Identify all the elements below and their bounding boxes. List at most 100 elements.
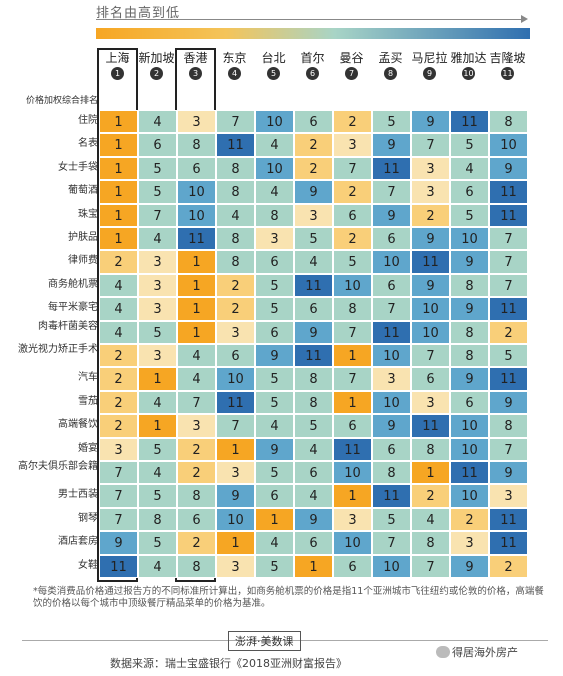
table-cell: 10 xyxy=(216,507,255,532)
table-cell: 8 xyxy=(411,531,450,555)
table-cell: 10 xyxy=(177,180,216,204)
footnote: *每类消费品价格通过报告方的不同标准所计算出，如商务舱机票的价格是指11个亚洲城… xyxy=(33,586,544,609)
table-cell: 2 xyxy=(489,554,528,578)
table-cell: 1 xyxy=(138,414,177,438)
table-cell: 3 xyxy=(450,531,489,555)
table-cell: 11 xyxy=(372,320,411,344)
city-rank-badge: 7 xyxy=(345,67,358,80)
table-cell: 10 xyxy=(333,273,372,298)
table-cell: 3 xyxy=(294,203,333,227)
table-cell: 8 xyxy=(489,110,528,134)
city-rank-badge: 10 xyxy=(462,67,475,80)
table-cell: 2 xyxy=(99,390,138,415)
table-cell: 5 xyxy=(255,461,294,485)
table-cell: 7 xyxy=(333,367,372,391)
city-name: 雅加达 xyxy=(450,51,487,65)
city-header: 新加坡 2 xyxy=(138,52,175,80)
table-cell: 1 xyxy=(333,484,372,508)
row-label: 男士西装 xyxy=(58,489,98,501)
table-cell: 8 xyxy=(294,390,333,415)
table-cell: 11 xyxy=(450,461,489,485)
table-cell: 8 xyxy=(177,133,216,157)
city-name: 马尼拉 xyxy=(411,51,448,65)
table-cell: 11 xyxy=(489,367,528,391)
city-name: 孟买 xyxy=(378,51,403,65)
table-cell: 4 xyxy=(294,437,333,461)
table-cell: 11 xyxy=(489,180,528,204)
table-cell: 11 xyxy=(99,554,138,578)
data-source: 数据来源：瑞士宝盛银行《2018亚洲财富报告》 xyxy=(110,657,347,670)
table-cell: 6 xyxy=(372,227,411,251)
table-cell: 2 xyxy=(99,414,138,438)
table-cell: 1 xyxy=(99,156,138,181)
table-cell: 9 xyxy=(411,110,450,134)
table-cell: 1 xyxy=(294,554,333,578)
row-label: 酒店套房 xyxy=(58,536,98,548)
city-rank-badge: 1 xyxy=(111,67,124,80)
table-cell: 5 xyxy=(138,484,177,508)
table-cell: 5 xyxy=(372,507,411,532)
table-cell: 11 xyxy=(372,156,411,181)
table-cell: 8 xyxy=(450,273,489,298)
city-header: 马尼拉 9 xyxy=(411,52,448,80)
city-name: 东京 xyxy=(222,51,247,65)
table-cell: 8 xyxy=(450,344,489,368)
table-cell: 5 xyxy=(450,133,489,157)
row-label: 律师费 xyxy=(68,255,98,267)
wechat-name: 得居海外房产 xyxy=(452,646,518,659)
table-cell: 6 xyxy=(177,507,216,532)
table-cell: 5 xyxy=(138,437,177,461)
table-cell: 1 xyxy=(99,110,138,134)
table-cell: 11 xyxy=(294,273,333,298)
table-cell: 7 xyxy=(489,273,528,298)
table-cell: 5 xyxy=(333,250,372,274)
table-cell: 8 xyxy=(411,437,450,461)
city-name: 台北 xyxy=(261,51,286,65)
table-cell: 3 xyxy=(411,390,450,415)
city-name: 新加坡 xyxy=(138,51,175,65)
table-cell: 11 xyxy=(450,110,489,134)
table-cell: 3 xyxy=(216,320,255,344)
table-cell: 8 xyxy=(138,507,177,532)
table-cell: 4 xyxy=(255,414,294,438)
table-cell: 5 xyxy=(138,320,177,344)
row-label: 商务舱机票 xyxy=(48,278,98,290)
table-cell: 7 xyxy=(411,554,450,578)
table-cell: 3 xyxy=(411,156,450,181)
row-label: 女鞋 xyxy=(78,559,98,571)
table-cell: 2 xyxy=(294,156,333,181)
city-rank-badge: 5 xyxy=(267,67,280,80)
table-cell: 4 xyxy=(99,320,138,344)
table-cell: 6 xyxy=(216,344,255,368)
table-cell: 7 xyxy=(489,437,528,461)
row-label: 名表 xyxy=(78,138,98,150)
table-cell: 4 xyxy=(294,250,333,274)
table-cell: 1 xyxy=(411,461,450,485)
table-cell: 4 xyxy=(255,531,294,555)
table-cell: 7 xyxy=(138,203,177,227)
table-cell: 9 xyxy=(99,531,138,555)
table-cell: 11 xyxy=(333,437,372,461)
table-cell: 1 xyxy=(99,180,138,204)
rank-gradient-bar xyxy=(96,28,530,39)
table-cell: 4 xyxy=(255,180,294,204)
city-rank-badge: 11 xyxy=(501,67,514,80)
table-cell: 8 xyxy=(333,297,372,321)
table-cell: 4 xyxy=(138,461,177,485)
table-cell: 11 xyxy=(216,390,255,415)
rank-direction-label: 排名由高到低 xyxy=(96,6,181,21)
table-cell: 11 xyxy=(372,484,411,508)
table-cell: 10 xyxy=(216,367,255,391)
table-cell: 1 xyxy=(99,203,138,227)
table-cell: 2 xyxy=(216,297,255,321)
table-cell: 9 xyxy=(294,507,333,532)
table-cell: 6 xyxy=(450,390,489,415)
city-rank-badge: 8 xyxy=(384,67,397,80)
table-cell: 9 xyxy=(294,180,333,204)
table-cell: 9 xyxy=(489,461,528,485)
table-cell: 1 xyxy=(255,507,294,532)
table-cell: 5 xyxy=(138,180,177,204)
table-cell: 1 xyxy=(138,367,177,391)
table-cell: 2 xyxy=(333,180,372,204)
table-cell: 5 xyxy=(489,344,528,368)
